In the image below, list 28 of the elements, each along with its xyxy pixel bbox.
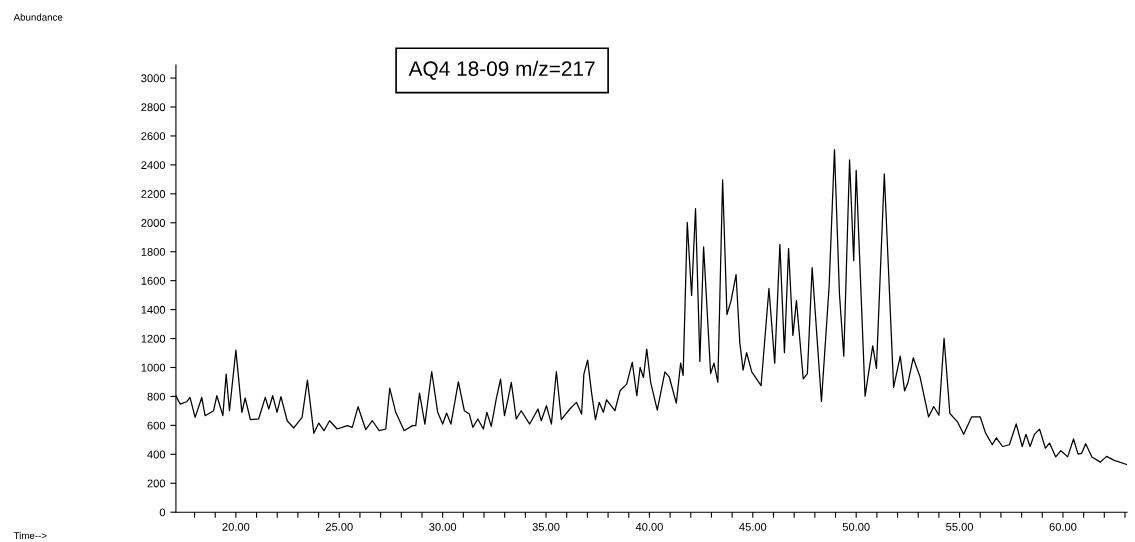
y-tick-label: 200 bbox=[147, 479, 166, 488]
y-tick-label: 0 bbox=[159, 508, 166, 517]
y-tick-label: 1000 bbox=[141, 363, 166, 372]
x-tick-label: 50.00 bbox=[842, 522, 870, 531]
y-tick-label: 800 bbox=[147, 392, 166, 401]
y-tick-label: 2400 bbox=[141, 161, 166, 170]
chart-title: AQ4 18-09 m/z=217 bbox=[408, 60, 595, 80]
y-tick-label: 2800 bbox=[141, 103, 166, 112]
x-tick-label: 25.00 bbox=[325, 522, 353, 531]
y-tick-label: 2600 bbox=[141, 132, 166, 141]
x-tick-label: 40.00 bbox=[635, 522, 663, 531]
x-tick-label: 35.00 bbox=[532, 522, 560, 531]
y-tick-label: 2000 bbox=[141, 219, 166, 227]
x-tick-label: 45.00 bbox=[739, 522, 767, 531]
x-tick-label: 55.00 bbox=[946, 522, 974, 531]
y-tick-label: 600 bbox=[147, 421, 166, 430]
x-tick-label: 30.00 bbox=[429, 522, 457, 531]
text: Abundance bbox=[13, 13, 63, 21]
y-tick-label: 1200 bbox=[141, 334, 166, 343]
y-tick-label: 1400 bbox=[141, 305, 166, 314]
y-tick-label: 3000 bbox=[141, 74, 166, 83]
text: Time--> bbox=[13, 531, 47, 539]
y-tick-label: 400 bbox=[147, 450, 166, 459]
y-tick-label: 1800 bbox=[141, 247, 166, 256]
y-tick-label: 1600 bbox=[141, 276, 166, 285]
x-tick-label: 60.00 bbox=[1049, 522, 1077, 531]
y-tick-label: 2200 bbox=[141, 190, 166, 198]
x-tick-label: 20.00 bbox=[222, 522, 250, 531]
